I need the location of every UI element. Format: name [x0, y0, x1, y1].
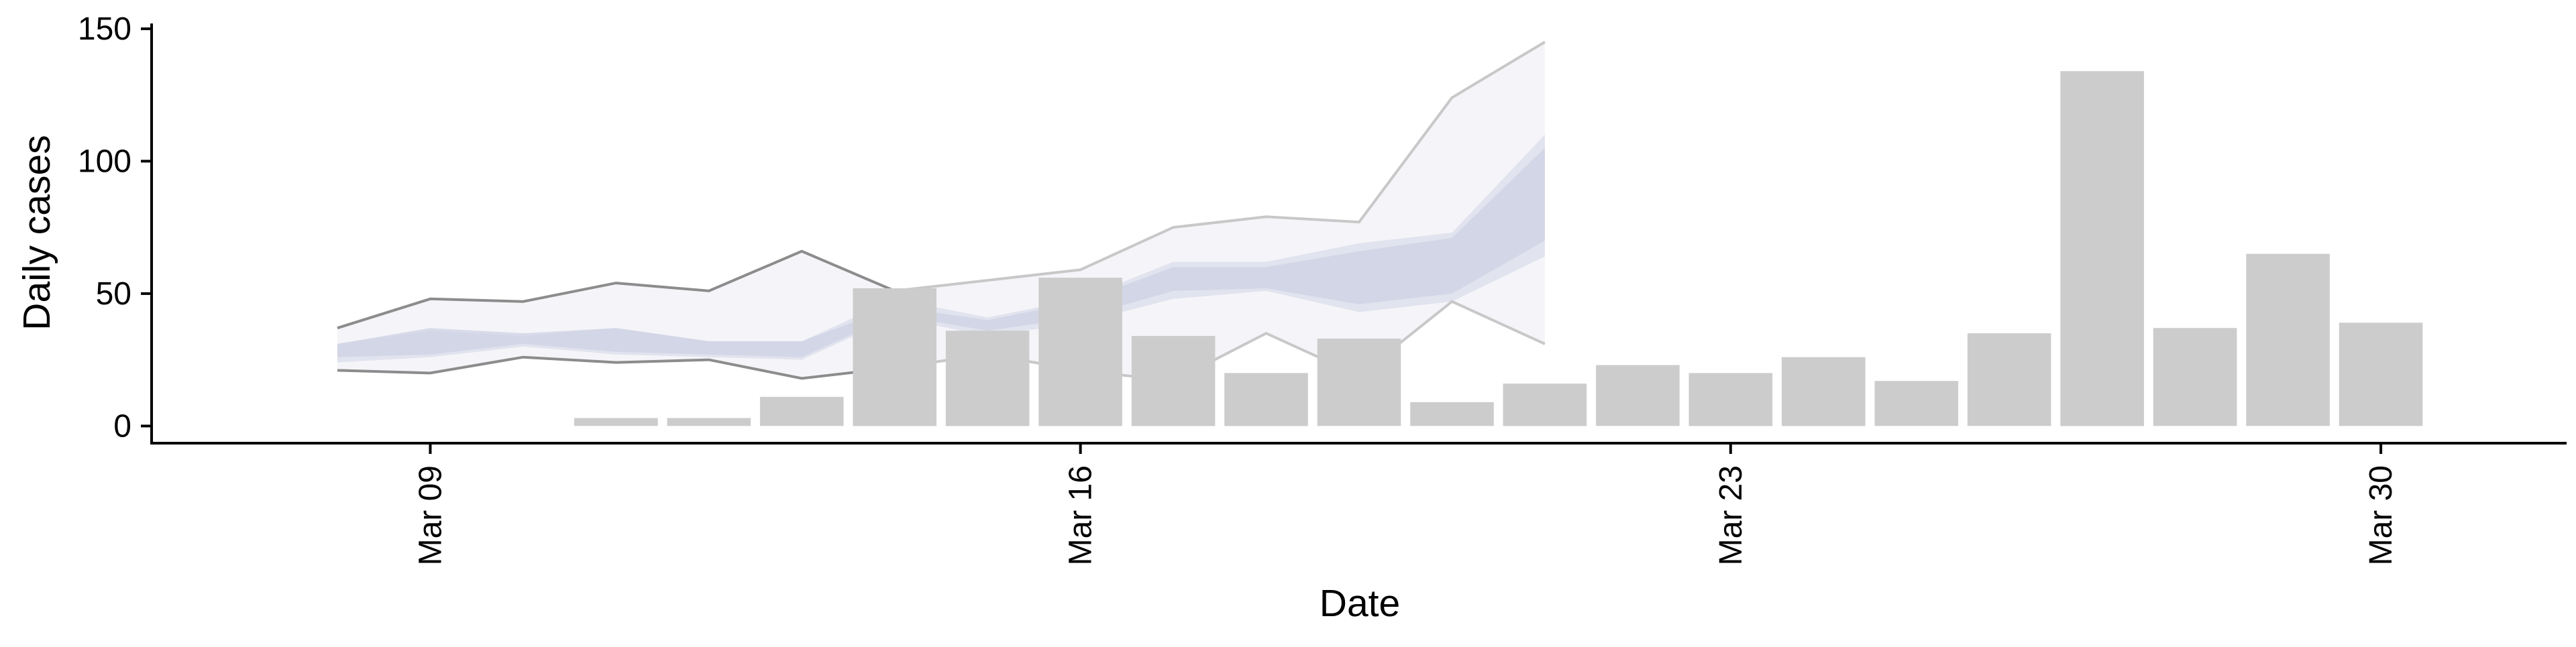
bar	[945, 331, 1030, 426]
axes	[150, 23, 2567, 445]
bar	[2060, 71, 2144, 426]
core-band	[337, 148, 1545, 357]
forecast-bands	[337, 42, 1545, 381]
bar	[2246, 253, 2330, 426]
x-axis-title: Date	[1320, 582, 1400, 625]
bar	[2339, 322, 2423, 426]
bar	[1688, 373, 1773, 426]
y-tick-label: 150	[78, 11, 131, 47]
y-axis-title: Daily cases	[15, 135, 58, 330]
forecast-upper-line	[894, 40, 1546, 292]
bar	[1503, 384, 1587, 426]
bar	[1131, 336, 1216, 426]
bar	[1317, 339, 1401, 426]
bar	[759, 396, 844, 426]
ticks: 0 50 100 150 Mar 09 Mar 16 Mar 23 Mar 30	[78, 11, 2399, 565]
bar	[1782, 357, 1866, 426]
bar	[1967, 333, 2051, 426]
x-tick-label: Mar 09	[413, 465, 448, 565]
x-tick-label: Mar 23	[1713, 465, 1749, 565]
y-tick-label: 50	[96, 276, 131, 312]
x-tick-label: Mar 30	[2363, 465, 2399, 565]
outer-band	[337, 42, 1545, 381]
bar	[1038, 278, 1122, 426]
bar	[574, 418, 658, 426]
bar	[1874, 381, 1959, 426]
bar	[2153, 328, 2237, 426]
bar	[667, 418, 751, 426]
x-tick-label: Mar 16	[1063, 465, 1099, 565]
bar	[1596, 365, 1680, 426]
y-tick-label: 0	[113, 408, 131, 444]
y-tick-label: 100	[78, 143, 131, 179]
bars	[574, 71, 2423, 426]
history-upper-line	[337, 249, 896, 330]
bar	[1410, 402, 1494, 426]
history-lower-line	[337, 355, 895, 380]
bar	[1224, 373, 1308, 426]
bar	[853, 288, 936, 426]
